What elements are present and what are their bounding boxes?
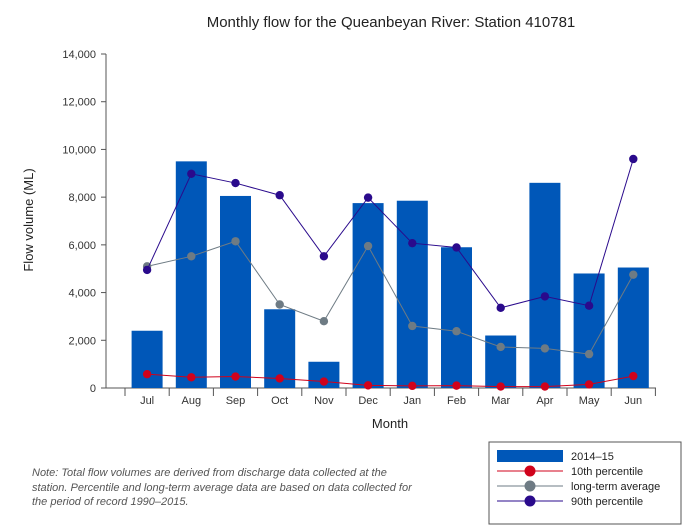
series-point (187, 169, 196, 178)
series-point (496, 342, 505, 352)
y-tick-label: 8,000 (68, 192, 96, 204)
y-tick-label: 4,000 (68, 288, 96, 300)
series-point (231, 237, 240, 246)
series-point (584, 301, 594, 310)
bar (573, 273, 605, 388)
series-point (319, 377, 329, 386)
series-point (584, 349, 594, 359)
x-tick-label: Sep (226, 395, 246, 407)
series-point (540, 292, 550, 301)
x-tick-label: May (579, 395, 600, 407)
y-tick-label: 6,000 (68, 240, 96, 252)
bar (617, 267, 649, 388)
series-point (540, 344, 550, 353)
x-tick-label: Dec (358, 395, 378, 407)
series-point (629, 270, 638, 279)
series-point (142, 265, 152, 275)
series-point (187, 252, 196, 261)
bar (441, 247, 472, 388)
series-line (147, 373, 634, 388)
series-point (408, 238, 417, 248)
series-point (540, 382, 550, 391)
y-tick-label: 12,000 (62, 97, 96, 109)
series-point (275, 191, 284, 200)
legend-marker (524, 465, 536, 477)
series-point (363, 381, 373, 390)
series-point (275, 374, 284, 383)
legend-label: 90th percentile (571, 496, 643, 508)
x-tick-label: Jul (140, 395, 154, 407)
series-point (319, 252, 329, 261)
bar (131, 330, 163, 388)
series-point (629, 154, 638, 164)
x-tick-label: Apr (536, 395, 553, 407)
series-point (363, 193, 373, 202)
series-point (496, 382, 505, 391)
legend: 2014–15 10th percentile long-term average 9… (488, 441, 682, 525)
y-axis-title: Flow volume (ML) (21, 168, 36, 271)
series-point (584, 380, 594, 389)
y-tick-label: 10,000 (62, 144, 96, 156)
legend-label: 10th percentile (571, 466, 643, 478)
x-tick-label: Oct (271, 395, 288, 407)
x-tick-label: Jan (403, 395, 421, 407)
footnote: Note: Total flow volumes are derived fro… (32, 467, 412, 508)
x-tick-label: Jun (624, 395, 642, 407)
bar (529, 182, 561, 388)
series-point (408, 381, 417, 391)
series-point (319, 317, 329, 326)
bar (175, 161, 207, 388)
series-point (629, 371, 638, 381)
series-point (363, 241, 373, 251)
series-point (452, 243, 461, 252)
series-point (187, 373, 196, 382)
x-tick-label: Mar (491, 395, 510, 407)
legend-marker (524, 495, 536, 507)
bar (220, 195, 251, 388)
legend-label: long-term average (571, 481, 660, 493)
y-tick-label: 2,000 (68, 335, 96, 347)
x-tick-label: Nov (314, 395, 334, 407)
series-point (231, 372, 240, 381)
x-tick-label: Feb (447, 395, 466, 407)
series-line (146, 240, 634, 355)
x-axis-title: Month (372, 416, 408, 431)
series-point (408, 321, 417, 331)
bar (396, 200, 428, 388)
legend-marker (524, 480, 536, 492)
x-tick-label: Aug (182, 395, 202, 407)
y-tick-label: 0 (90, 383, 96, 395)
series-point (142, 369, 152, 379)
legend-label: 2014–15 (571, 451, 614, 463)
series-point (452, 327, 461, 336)
series-point (452, 381, 461, 390)
series-point (496, 303, 505, 313)
series-point (231, 178, 240, 188)
legend-swatch (497, 450, 563, 462)
y-tick-label: 14,000 (62, 49, 96, 61)
plot-area: 0 2,000 4,000 6,000 8,000 10,000 12,000 14,000 J… (62, 49, 656, 407)
series-point (275, 300, 284, 309)
bar (352, 203, 384, 388)
series-line (146, 158, 634, 309)
chart-title: Monthly flow for the Queanbeyan River: S… (207, 14, 576, 31)
